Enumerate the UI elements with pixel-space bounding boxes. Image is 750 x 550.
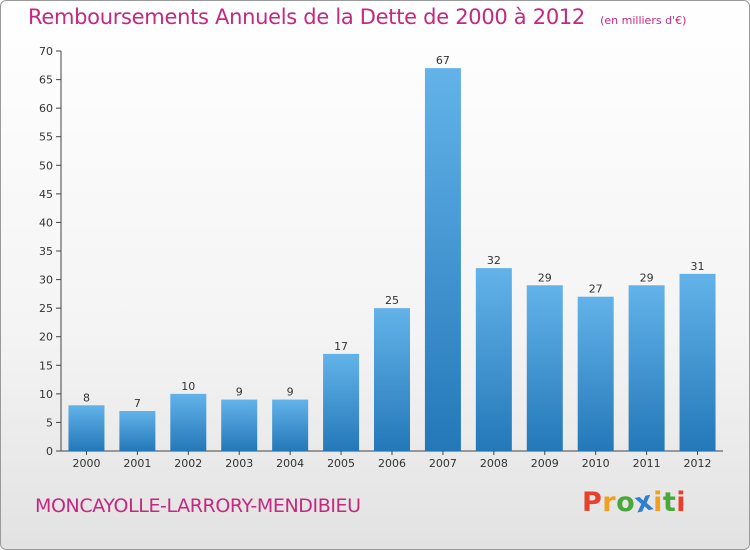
- bar: [679, 273, 716, 451]
- logo-letter: t: [662, 487, 677, 518]
- y-tick-label: 25: [39, 302, 53, 315]
- bar: [68, 405, 105, 451]
- y-tick-label: 30: [39, 274, 53, 287]
- y-tick-label: 60: [39, 102, 53, 115]
- y-tick-label: 35: [39, 245, 53, 258]
- x-tick-label: 2002: [174, 457, 202, 470]
- bar-value-label: 27: [589, 283, 603, 296]
- logo-letter: P: [582, 487, 603, 518]
- y-tick-label: 40: [39, 216, 53, 229]
- chart-bars: 8 7 10 9 9 17 25 67 32 29 27 29 31: [68, 54, 716, 452]
- bar: [526, 285, 563, 451]
- bar: [221, 399, 258, 451]
- y-tick-label: 10: [39, 388, 53, 401]
- chart-axes: 0 5 10 15 20 25 30 35 40 45 50 55 60 65 70 2000 2001 2002…: [39, 45, 723, 470]
- bar-value-label: 9: [287, 386, 294, 399]
- x-tick-label: 2003: [225, 457, 253, 470]
- y-tick-label: 65: [39, 74, 53, 87]
- bar-value-label: 25: [385, 294, 399, 307]
- y-tick-label: 5: [46, 416, 53, 429]
- x-tick-label: 2006: [378, 457, 406, 470]
- x-tick-label: 2012: [684, 457, 712, 470]
- y-tick-label: 55: [39, 131, 53, 144]
- logo-letter: o: [616, 487, 636, 518]
- y-tick-label: 15: [39, 359, 53, 372]
- bar-value-label: 10: [181, 380, 195, 393]
- bar-value-label: 8: [83, 391, 90, 404]
- bar-value-label: 7: [134, 397, 141, 410]
- x-tick-label: 2000: [72, 457, 100, 470]
- bar-value-label: 29: [538, 271, 552, 284]
- bar: [272, 399, 309, 451]
- y-tick-label: 45: [39, 188, 53, 201]
- chart-unit: (en milliers d'€): [600, 14, 687, 27]
- bar-value-label: 29: [640, 271, 654, 284]
- bar-value-label: 67: [436, 54, 450, 67]
- bar: [374, 308, 410, 451]
- logo-letter: r: [602, 487, 617, 518]
- chart-title: Remboursements Annuels de la Dette de 20…: [28, 5, 585, 29]
- x-tick-label: 2011: [633, 457, 661, 470]
- logo-letter: i: [653, 487, 663, 518]
- bar-value-label: 32: [487, 254, 501, 267]
- y-tick-label: 50: [39, 159, 53, 172]
- y-tick-label: 0: [46, 445, 53, 458]
- y-tick-label: 70: [39, 45, 53, 58]
- logo-letter: i: [676, 487, 687, 518]
- bar: [628, 285, 665, 451]
- commune-name: MONCAYOLLE-LARRORY-MENDIBIEU: [35, 495, 361, 517]
- x-tick-label: 2001: [123, 457, 151, 470]
- bar-value-label: 31: [691, 260, 705, 273]
- y-tick-label: 20: [39, 331, 53, 344]
- bar: [170, 393, 207, 451]
- x-tick-label: 2009: [531, 457, 559, 470]
- x-tick-label: 2005: [327, 457, 355, 470]
- x-tick-label: 2004: [276, 457, 304, 470]
- bar: [119, 411, 156, 451]
- bar: [323, 353, 360, 451]
- title-row: Remboursements Annuels de la Dette de 20…: [28, 5, 686, 29]
- proxiti-logo[interactable]: Proxiti: [582, 485, 687, 519]
- x-tick-label: 2008: [480, 457, 508, 470]
- bar: [577, 296, 614, 451]
- bar: [424, 68, 461, 452]
- bar-value-label: 9: [236, 386, 243, 399]
- bar: [475, 268, 512, 451]
- x-tick-label: 2007: [429, 457, 457, 470]
- bar-value-label: 17: [334, 340, 348, 353]
- x-tick-label: 2010: [582, 457, 610, 470]
